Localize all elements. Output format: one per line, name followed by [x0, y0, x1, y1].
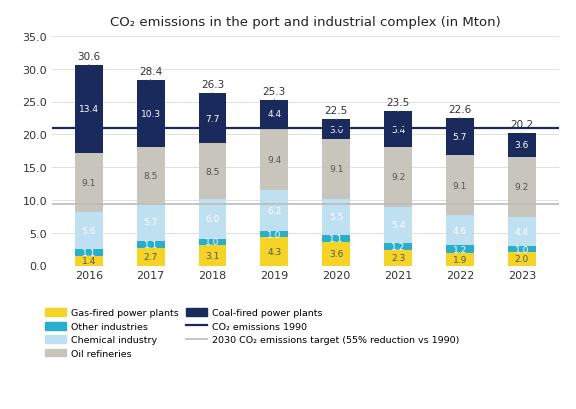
Text: 1.0: 1.0 [514, 245, 529, 254]
Text: 5.7: 5.7 [453, 133, 467, 142]
Text: 8.5: 8.5 [143, 171, 158, 180]
Text: 22.6: 22.6 [448, 105, 472, 115]
Text: 5.5: 5.5 [329, 213, 343, 222]
Text: 4.3: 4.3 [267, 247, 282, 256]
Text: 2.7: 2.7 [143, 252, 158, 261]
Text: 1.9: 1.9 [453, 255, 467, 264]
Title: CO₂ emissions in the port and industrial complex (in Mton): CO₂ emissions in the port and industrial… [110, 16, 501, 29]
Text: 9.4: 9.4 [267, 155, 282, 164]
Text: 6.2: 6.2 [267, 207, 282, 216]
Legend: Gas-fired power plants, Other industries, Chemical industry, Oil refineries, Coa: Gas-fired power plants, Other industries… [41, 305, 463, 362]
Text: 1.1: 1.1 [329, 234, 343, 243]
Bar [75, 213, 103, 249]
Bar [446, 245, 474, 254]
Bar [260, 191, 288, 231]
Bar [508, 218, 536, 246]
Text: 4.4: 4.4 [515, 227, 529, 236]
Bar [384, 251, 412, 266]
Bar [323, 120, 350, 139]
Text: 8.5: 8.5 [205, 167, 219, 176]
Bar [446, 216, 474, 245]
Bar [75, 153, 103, 213]
Text: 2.3: 2.3 [391, 254, 405, 263]
Bar [323, 199, 350, 235]
Bar [137, 204, 165, 241]
Text: 1.1: 1.1 [82, 249, 96, 258]
Text: 9.1: 9.1 [82, 179, 96, 188]
Text: 1.0: 1.0 [205, 238, 219, 247]
Text: 3.6: 3.6 [329, 249, 343, 258]
Text: 6.0: 6.0 [205, 215, 219, 224]
Text: 3.0: 3.0 [329, 125, 343, 134]
Bar [508, 157, 536, 218]
Text: 9.2: 9.2 [391, 173, 405, 182]
Bar [323, 242, 350, 266]
Bar [199, 144, 226, 200]
Text: 25.3: 25.3 [263, 86, 286, 97]
Bar [446, 156, 474, 216]
Text: 28.4: 28.4 [139, 67, 162, 77]
Bar [199, 94, 226, 144]
Text: 9.2: 9.2 [514, 183, 529, 192]
Bar [323, 235, 350, 242]
Text: 2.0: 2.0 [514, 255, 529, 264]
Bar [384, 112, 412, 147]
Text: 1.1: 1.1 [143, 240, 158, 249]
Bar [446, 254, 474, 266]
Bar [260, 231, 288, 238]
Bar [199, 239, 226, 245]
Bar [384, 147, 412, 208]
Text: 13.4: 13.4 [79, 105, 99, 114]
Bar [260, 238, 288, 266]
Text: 5.6: 5.6 [82, 227, 96, 236]
Text: 9.1: 9.1 [329, 165, 343, 174]
Text: 3.6: 3.6 [514, 141, 529, 150]
Text: 5.4: 5.4 [391, 221, 405, 230]
Text: 4.4: 4.4 [267, 110, 282, 119]
Bar [137, 148, 165, 204]
Text: 1.2: 1.2 [391, 243, 405, 252]
Bar [260, 129, 288, 191]
Bar [137, 241, 165, 248]
Text: 5.7: 5.7 [143, 218, 158, 227]
Bar [137, 248, 165, 266]
Bar [384, 208, 412, 243]
Text: 10.3: 10.3 [141, 110, 161, 119]
Bar [75, 249, 103, 257]
Bar [508, 246, 536, 253]
Text: 26.3: 26.3 [201, 80, 224, 90]
Text: 9.1: 9.1 [453, 181, 467, 190]
Text: 20.2: 20.2 [510, 120, 533, 130]
Bar [75, 257, 103, 266]
Text: 4.6: 4.6 [453, 226, 467, 235]
Bar [199, 200, 226, 239]
Bar [508, 253, 536, 266]
Text: 1.0: 1.0 [267, 230, 282, 239]
Bar [260, 100, 288, 129]
Bar [75, 65, 103, 153]
Bar [199, 245, 226, 266]
Bar [384, 243, 412, 251]
Text: 30.6: 30.6 [77, 52, 100, 62]
Text: 23.5: 23.5 [386, 98, 410, 108]
Text: 1.2: 1.2 [453, 245, 467, 254]
Bar [446, 119, 474, 156]
Text: 22.5: 22.5 [325, 106, 348, 116]
Text: 1.4: 1.4 [82, 257, 96, 266]
Bar [508, 134, 536, 157]
Bar [137, 81, 165, 148]
Text: 3.1: 3.1 [205, 251, 219, 260]
Text: 7.7: 7.7 [205, 115, 219, 124]
Bar [323, 139, 350, 199]
Text: 5.4: 5.4 [391, 125, 405, 134]
